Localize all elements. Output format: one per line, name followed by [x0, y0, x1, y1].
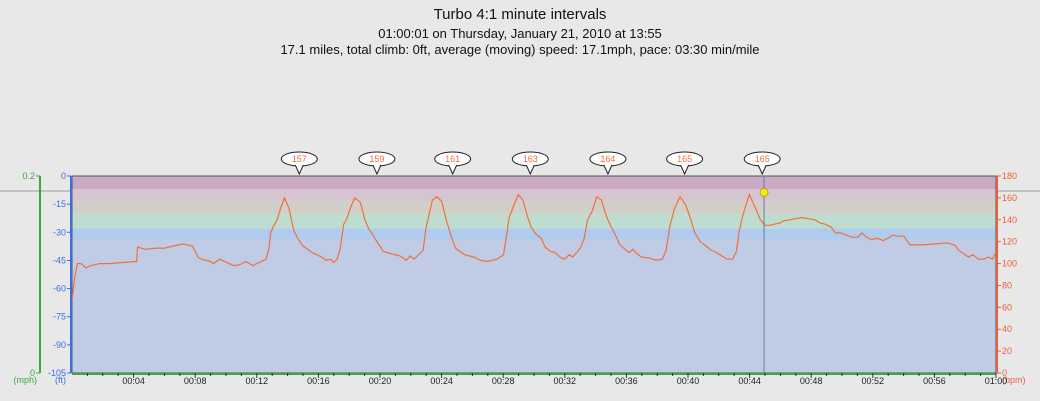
callout-pointer	[757, 164, 767, 176]
time-tick-label: 00:20	[369, 376, 392, 386]
hr-peak-callout: 161	[434, 151, 472, 176]
hr-peak-value: 165	[677, 154, 692, 164]
hr-tick-label: 140	[1002, 215, 1017, 225]
hr-tick-label: 120	[1002, 237, 1017, 247]
time-tick-label: 00:48	[800, 376, 823, 386]
hr-peak-callout: 164	[589, 151, 627, 176]
heart-rate-line	[71, 192, 997, 301]
time-tick-label: 00:04	[122, 376, 145, 386]
hr-tick-label: 80	[1002, 280, 1012, 290]
hr-zone-band	[72, 214, 996, 229]
time-tick-label: 00:12	[246, 376, 269, 386]
hr-peak-value: 165	[755, 154, 770, 164]
hr-peak-value: 164	[600, 154, 615, 164]
altitude-tick-label: -105	[48, 368, 66, 378]
hr-peak-value: 163	[523, 154, 538, 164]
chart-header: Turbo 4:1 minute intervals 01:00:01 on T…	[0, 4, 1040, 58]
hr-tick-label: 40	[1002, 324, 1012, 334]
callout-pointer	[603, 164, 613, 176]
hr-peak-callout: 157	[280, 151, 318, 176]
altitude-tick-label: -45	[53, 255, 66, 265]
time-tick-label: 01:00	[985, 376, 1008, 386]
hr-peak-value: 159	[369, 154, 384, 164]
altitude-tick-label: -60	[53, 284, 66, 294]
altitude-tick-label: -90	[53, 340, 66, 350]
time-tick-label: 00:28	[492, 376, 515, 386]
hr-zone-band	[72, 201, 996, 215]
time-tick-label: 00:16	[307, 376, 330, 386]
hr-zone-band	[72, 239, 996, 373]
hr-tick-label: 160	[1002, 193, 1017, 203]
hr-tick-label: 180	[1002, 171, 1017, 181]
hr-tick-label: 60	[1002, 302, 1012, 312]
altitude-tick-label: -30	[53, 227, 66, 237]
speed-unit-label: (mph)	[13, 375, 37, 385]
speed-tick-label: 0	[30, 368, 35, 378]
altitude-tick-label: -75	[53, 312, 66, 322]
altitude-tick-label: 0	[61, 171, 66, 181]
hr-peak-callout: 159	[358, 151, 396, 176]
ride-stats: 17.1 miles, total climb: 0ft, average (m…	[280, 42, 760, 57]
time-tick-label: 00:24	[430, 376, 453, 386]
time-tick-label: 00:36	[615, 376, 638, 386]
hr-peak-value: 161	[445, 154, 460, 164]
time-tick-label: 00:40	[677, 376, 700, 386]
hr-tick-label: 0	[1002, 368, 1007, 378]
hr-tick-label: 20	[1002, 346, 1012, 356]
time-tick-label: 00:08	[184, 376, 207, 386]
hr-peak-callout: 165	[743, 151, 781, 176]
hr-peak-callout: 165	[666, 151, 704, 176]
time-tick-label: 00:52	[862, 376, 885, 386]
hr-zone-band	[72, 176, 996, 190]
hr-peak-value: 157	[292, 154, 307, 164]
callout-pointer	[680, 164, 690, 176]
hr-unit-label: (bpm)	[1002, 375, 1026, 385]
callout-pointer	[525, 164, 535, 176]
hr-zone-band	[72, 189, 996, 202]
altitude-tick-label: -15	[53, 199, 66, 209]
speed-tick-label: 0.2	[22, 171, 35, 181]
callout-pointer	[294, 164, 304, 176]
callout-pointer	[448, 164, 458, 176]
cursor-dot	[759, 188, 769, 197]
hr-peak-callout: 163	[511, 151, 549, 176]
time-tick-label: 00:44	[738, 376, 761, 386]
chart-title: Turbo 4:1 minute intervals	[433, 6, 607, 23]
time-tick-label: 00:32	[554, 376, 577, 386]
time-tick-label: 00:56	[923, 376, 946, 386]
hr-zone-band	[72, 228, 996, 240]
altitude-unit-label: (ft)	[55, 375, 66, 385]
hr-tick-label: 100	[1002, 259, 1017, 269]
chart-subtitle: 01:00:01 on Thursday, January 21, 2010 a…	[378, 26, 662, 41]
callout-pointer	[372, 164, 382, 176]
